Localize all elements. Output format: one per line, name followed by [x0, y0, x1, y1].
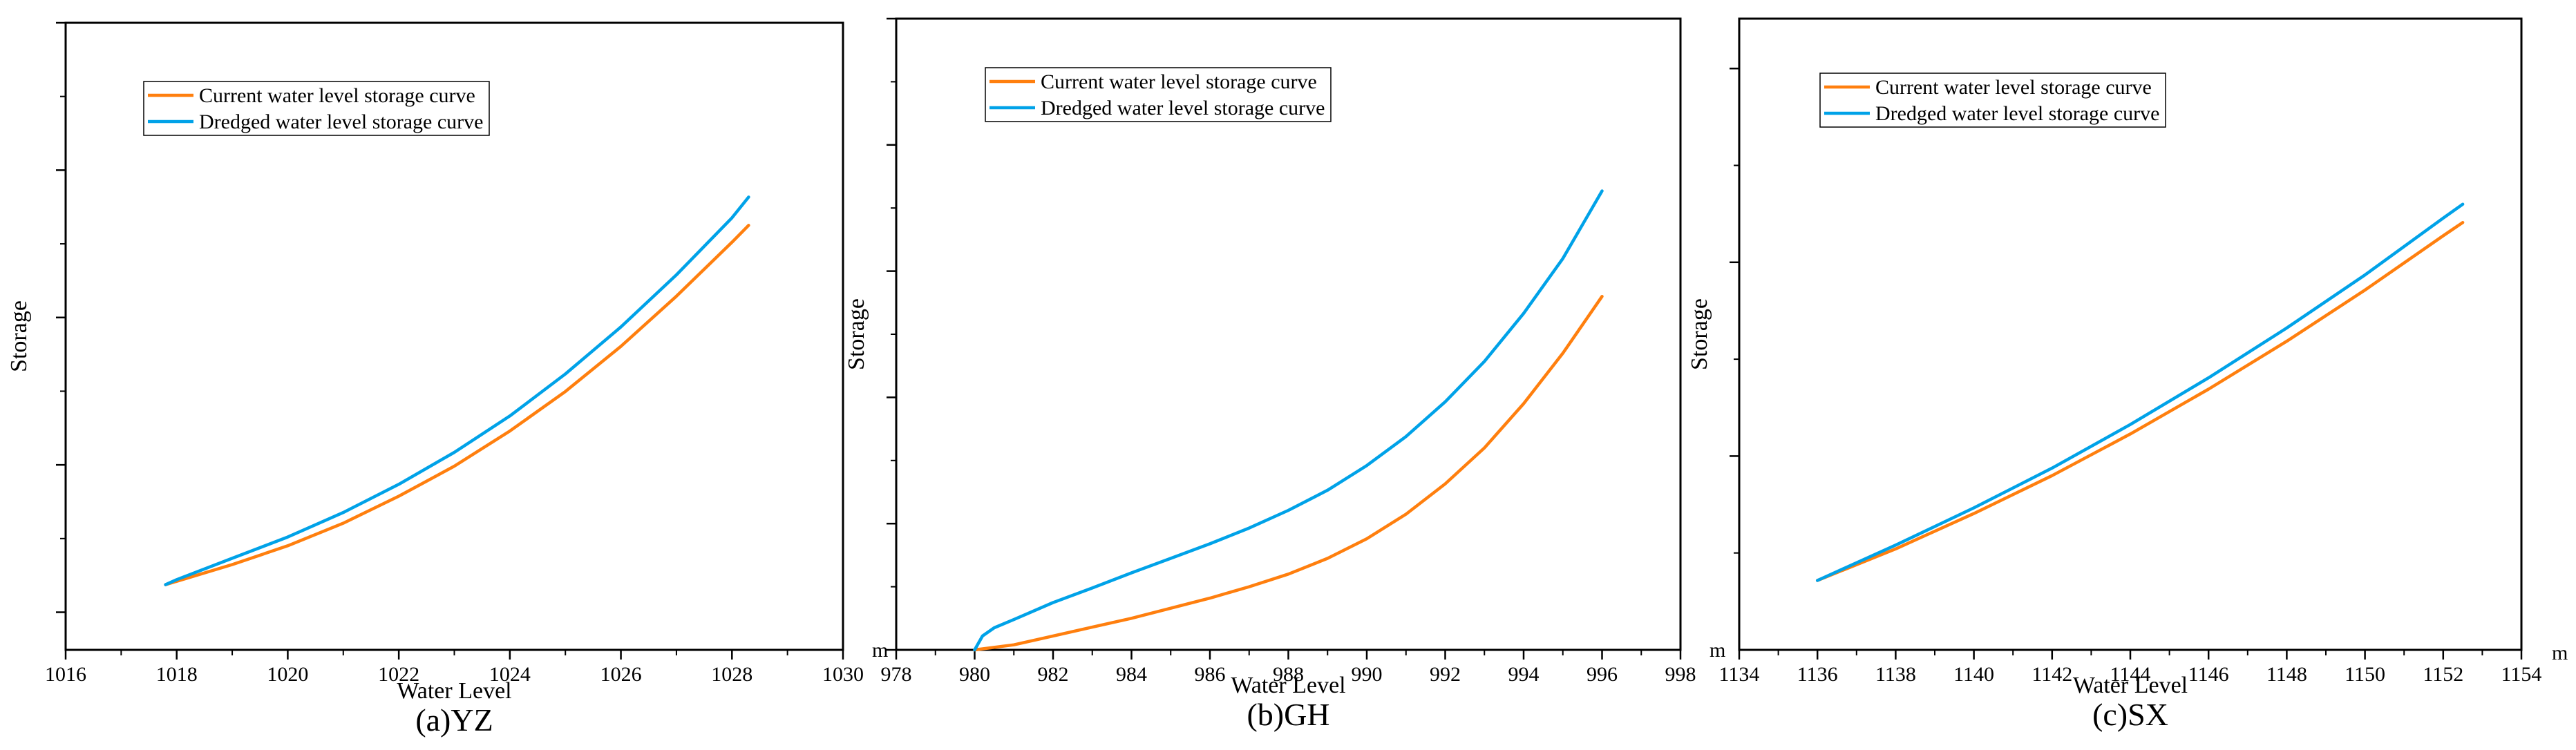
- x-tick-label: 986: [1195, 663, 1226, 686]
- x-tick-label: 1148: [2266, 663, 2307, 686]
- x-tick-label: 1020: [267, 663, 308, 686]
- x-tick-label: 980: [959, 663, 990, 686]
- x-unit-label: m: [2552, 642, 2568, 664]
- y-axis-title: Storage: [1687, 298, 1712, 370]
- legend-box: [1819, 73, 2166, 128]
- x-tick-label: 1028: [711, 663, 752, 686]
- legend-box: [985, 67, 1332, 122]
- panel-caption: (a)YZ: [415, 702, 493, 738]
- x-tick-label: 1138: [1875, 663, 1916, 686]
- x-tick-label: 988: [1273, 663, 1304, 686]
- dredged-storage-curve: [1815, 202, 2465, 582]
- legend-label: Current water level storage curve: [1875, 76, 2152, 99]
- x-tick-label: 984: [1116, 663, 1147, 686]
- x-tick-label: 1134: [1719, 663, 1760, 686]
- dredged-storage-curve: [973, 189, 1604, 652]
- panel-caption: (b)GH: [1247, 697, 1329, 732]
- legend-label: Current water level storage curve: [199, 84, 475, 107]
- x-axis-title: Water Level: [1231, 673, 1345, 698]
- x-tick-label: 1022: [378, 663, 419, 686]
- legend-label: Current water level storage curve: [1041, 70, 1317, 93]
- legend-box: [143, 81, 490, 136]
- dredged-storage-curve: [164, 195, 750, 586]
- y-unit-label: m: [1710, 639, 1725, 662]
- legend-label: Dredged water level storage curve: [199, 110, 483, 133]
- x-axis-title: Water Level: [397, 678, 511, 704]
- legend-label: Dredged water level storage curve: [1041, 97, 1325, 119]
- legend: Current water level storage curve Dredged…: [1819, 73, 2166, 128]
- x-tick-label: 1018: [156, 663, 198, 686]
- y-unit-label: m: [872, 639, 888, 662]
- legend-label: Dredged water level storage curve: [1875, 102, 2159, 125]
- x-axis-title: Water Level: [2073, 673, 2188, 698]
- x-tick-label: 978: [881, 663, 912, 686]
- x-tick-label: 1144: [2110, 663, 2151, 686]
- panel-caption: (c)SX: [2092, 697, 2168, 732]
- x-tick-label: 1136: [1797, 663, 1838, 686]
- chart-panel-1: 1016 1018 1020 1022 1024 1026 1028 1030 Current …: [6, 21, 864, 738]
- x-tick-label: 1026: [600, 663, 642, 686]
- x-tick-label: 1030: [822, 663, 864, 686]
- chart-panel-3: 1134 1136 1138 1140 1142 1144 1146 1148 1150 1152…: [1687, 17, 2568, 732]
- legend: Current water level storage curve Dredged…: [985, 67, 1332, 122]
- x-tick-label: 1150: [2345, 663, 2385, 686]
- y-axis-title: Storage: [844, 298, 869, 370]
- x-tick-label: 992: [1430, 663, 1461, 686]
- x-tick-label: 1024: [489, 663, 531, 686]
- x-tick-label: 998: [1665, 663, 1696, 686]
- x-tick-label: 1152: [2423, 663, 2463, 686]
- current-storage-curve: [164, 224, 750, 586]
- x-tick-label: 990: [1352, 663, 1383, 686]
- x-tick-label: 1016: [45, 663, 86, 686]
- x-tick-label: 1154: [2501, 663, 2542, 686]
- x-tick-label: 982: [1038, 663, 1069, 686]
- x-tick-label: 994: [1508, 663, 1540, 686]
- x-tick-label: 1140: [1953, 663, 1994, 686]
- x-tick-label: 1146: [2188, 663, 2229, 686]
- current-storage-curve: [1815, 220, 2465, 582]
- x-tick-label: 1142: [2032, 663, 2072, 686]
- x-tick-label: 996: [1587, 663, 1618, 686]
- y-axis-title: Storage: [6, 300, 32, 372]
- chart-panel-2: 978 980 982 984 986 988 990 992 994 996 998 Current…: [844, 17, 1696, 732]
- current-storage-curve: [973, 294, 1604, 652]
- legend: Current water level storage curve Dredged…: [143, 81, 490, 136]
